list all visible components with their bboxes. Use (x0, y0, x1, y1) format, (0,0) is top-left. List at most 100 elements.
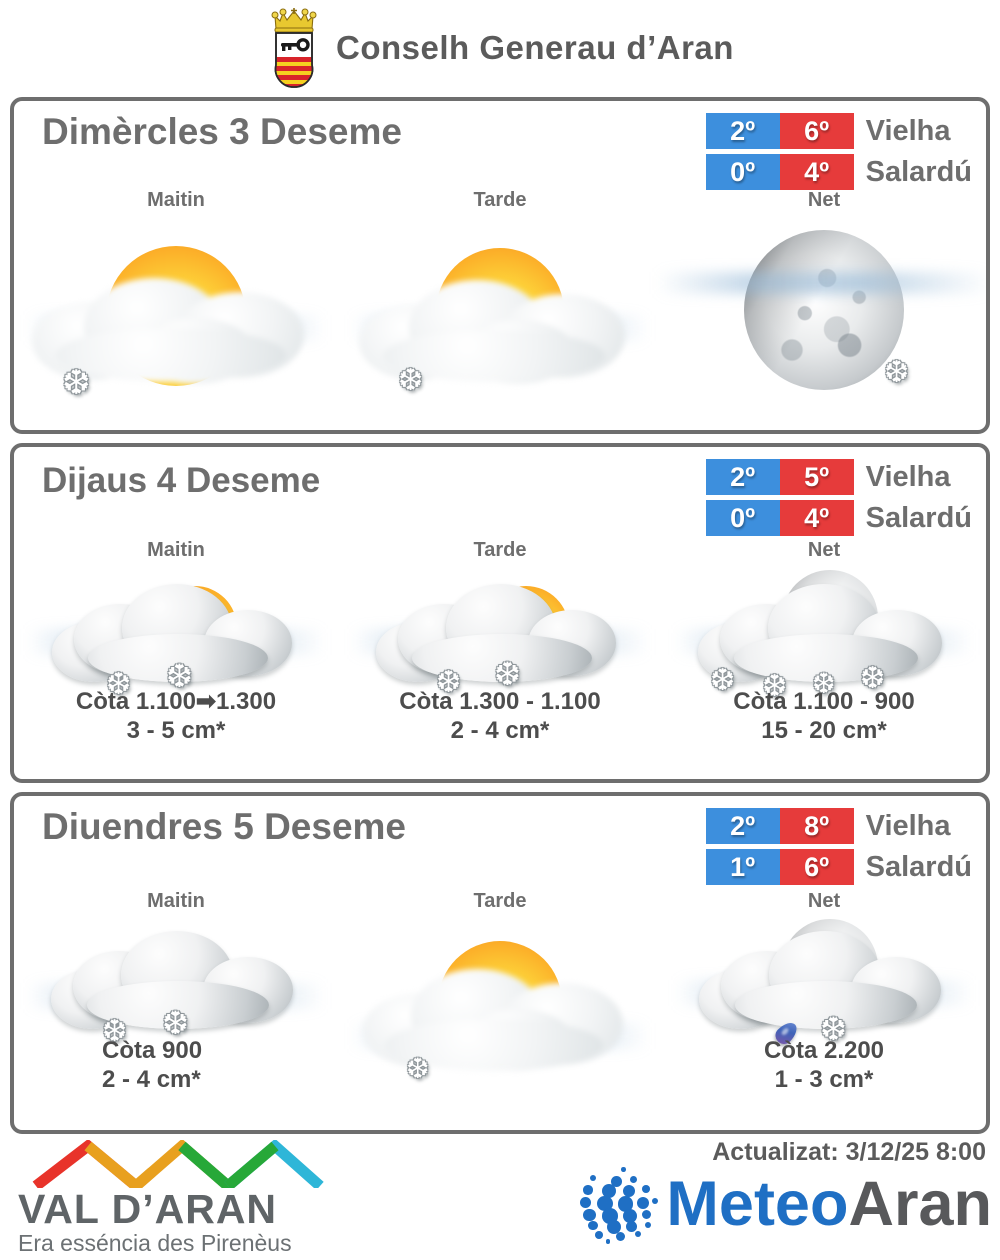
min-temp-badge: 2º (705, 459, 780, 495)
period-column-morning: Maitin ❆ (14, 189, 338, 406)
period-column-night: Net ❆ Còt (662, 890, 986, 1107)
town-label: Salardú (865, 501, 972, 534)
val-daran-logo: VAL D’ARAN Era esséncia des Pirenèus (18, 1138, 358, 1257)
meteoaran-dot (652, 1197, 659, 1204)
meteoaran-dots-icon (576, 1166, 662, 1244)
snow-line-value: Còta 2.200 (763, 1037, 885, 1064)
meteoaran-dot (641, 1185, 650, 1193)
forecast-day-panel: Dimèrcles 3 Deseme 2º 6º Vielha 0º 4º Sa… (10, 97, 990, 434)
meteoaran-dot (579, 1197, 591, 1208)
snow-line-value: Còta 1.300 - 1.100 (399, 688, 601, 715)
period-label: Net (807, 890, 841, 912)
min-temp-badge: 2º (705, 808, 780, 844)
max-temp-badge: 8º (779, 808, 854, 844)
meteoaran-dot (636, 1197, 649, 1210)
max-temp-badge: 5º (779, 459, 854, 495)
max-temp-badge: 4º (779, 154, 854, 190)
meteoaran-brand-second: Aran (848, 1169, 992, 1240)
val-daran-subtitle: Era esséncia des Pirenèus (18, 1230, 292, 1256)
meteoaran-dot (634, 1231, 642, 1238)
snowflake-icon: ❆ (710, 664, 736, 697)
cloud-icon (699, 931, 949, 1029)
period-column-night: Net ❆ ❆ ❆ ❆ (662, 539, 986, 744)
temperature-row: 0º 4º Salardú (705, 500, 972, 536)
meteoaran-dot (617, 1196, 634, 1212)
meteoaran-dot (622, 1184, 636, 1197)
snow-amount-value: 2 - 4 cm* (102, 1066, 201, 1094)
snowflake-icon: ❆ (106, 668, 132, 701)
snow-level-text: Còta 1.100 - 900 15 - 20 cm* (662, 687, 986, 746)
sun-behind-cloud-snow-icon: ❆ (338, 917, 662, 1107)
temperature-row: 0º 4º Salardú (705, 154, 972, 190)
snow-level-text: Còta 1.100➡1.300 3 - 5 cm* (14, 687, 338, 746)
snowflake-icon: ❆ (436, 666, 462, 699)
temperature-table: 2º 8º Vielha 1º 6º Salardú (705, 808, 972, 890)
val-daran-title: VAL D’ARAN (18, 1186, 278, 1232)
cloud-icon (51, 931, 301, 1029)
snow-line-value: Còta 1.100➡1.300 (75, 688, 277, 715)
page-title: Conselh Generau d’Aran (336, 28, 734, 66)
snowflake-icon: ❆ (102, 1015, 128, 1048)
period-label: Net (807, 189, 841, 211)
day-title: Dimèrcles 3 Deseme (42, 111, 402, 152)
period-columns: Maitin ❆ ❆ Còta 900 2 - 4 cm* (14, 890, 986, 1107)
meteoaran-dot (602, 1183, 617, 1198)
snowflake-icon: ❆ (860, 662, 886, 695)
meteoaran-dot (607, 1220, 622, 1234)
meteoaran-dot (615, 1231, 626, 1242)
period-column-night: Net ❆ (655, 189, 986, 406)
meteoaran-wordmark: MeteoAran (666, 1173, 992, 1236)
cloud-icon (26, 272, 326, 384)
snowflake-icon: ❆ (884, 356, 910, 389)
period-column-morning: Maitin ❆ ❆ (14, 539, 338, 744)
period-label: Tarde (473, 189, 527, 211)
forecast-day-panel: Diuendres 5 Deseme 2º 8º Vielha 1º 6º Sa… (10, 792, 990, 1134)
cloud-icon (376, 584, 624, 682)
period-column-morning: Maitin ❆ ❆ Còta 900 2 - 4 cm* (14, 890, 338, 1107)
meteoaran-dot (621, 1167, 626, 1173)
meteoaran-dot (641, 1209, 652, 1219)
day-title: Dijaus 4 Deseme (42, 461, 321, 500)
meteoaran-dot (602, 1208, 618, 1224)
meteoaran-dot (610, 1176, 622, 1188)
meteoaran-dot (629, 1175, 638, 1184)
snowflake-icon: ❆ (62, 364, 91, 402)
period-column-afternoon: Tarde ❆ (338, 189, 662, 406)
snow-amount-value: 1 - 3 cm* (774, 1066, 874, 1094)
meteoaran-dot (590, 1174, 597, 1182)
cloud-heavy-snow-icon: ❆ ❆ ❆ ❆ (662, 566, 986, 716)
min-temp-badge: 0º (705, 500, 780, 536)
town-label: Vielha (865, 114, 951, 147)
forecast-day-panel: Dijaus 4 Deseme 2º 5º Vielha 0º 4º Salar… (10, 443, 990, 783)
cloud-sun-snow-icon: ❆ ❆ (14, 566, 338, 716)
period-label: Tarde (473, 539, 527, 561)
snowflake-icon: ❆ (820, 1011, 847, 1047)
page-header: Conselh Generau d’Aran (0, 0, 1000, 95)
haze-band (655, 272, 986, 294)
temperature-row: 2º 8º Vielha (705, 808, 972, 844)
snowflake-icon: ❆ (166, 658, 193, 694)
meteoaran-dot (645, 1221, 652, 1228)
snowflake-icon: ❆ (812, 668, 836, 699)
snow-line-value: Còta 1.100 - 900 (733, 688, 915, 715)
snow-amount-value: 3 - 5 cm* (126, 717, 226, 745)
updated-timestamp: Actualizat: 3/12/25 8:00 (712, 1138, 986, 1166)
snowflake-icon: ❆ (162, 1005, 189, 1041)
snow-level-text: Còta 2.200 1 - 3 cm* (662, 1036, 986, 1095)
period-label: Tarde (473, 890, 527, 912)
cloud-icon (52, 584, 300, 682)
sun-behind-cloud-snow-icon: ❆ (338, 216, 662, 406)
min-temp-badge: 2º (705, 113, 780, 149)
full-moon-snow-icon: ❆ (655, 216, 986, 406)
town-label: Salardú (865, 155, 972, 188)
meteoaran-dot (597, 1195, 613, 1212)
max-temp-badge: 6º (779, 113, 854, 149)
period-label: Maitin (147, 189, 205, 211)
meteoaran-dot (622, 1208, 637, 1223)
snow-amount-value: 2 - 4 cm* (450, 717, 550, 745)
sun-behind-cloud-snow-icon: ❆ (14, 216, 338, 406)
snowflake-icon: ❆ (406, 1053, 430, 1084)
period-columns: Maitin ❆ (14, 189, 986, 406)
conselh-generau-aran-coat-of-arms-icon (266, 7, 322, 89)
